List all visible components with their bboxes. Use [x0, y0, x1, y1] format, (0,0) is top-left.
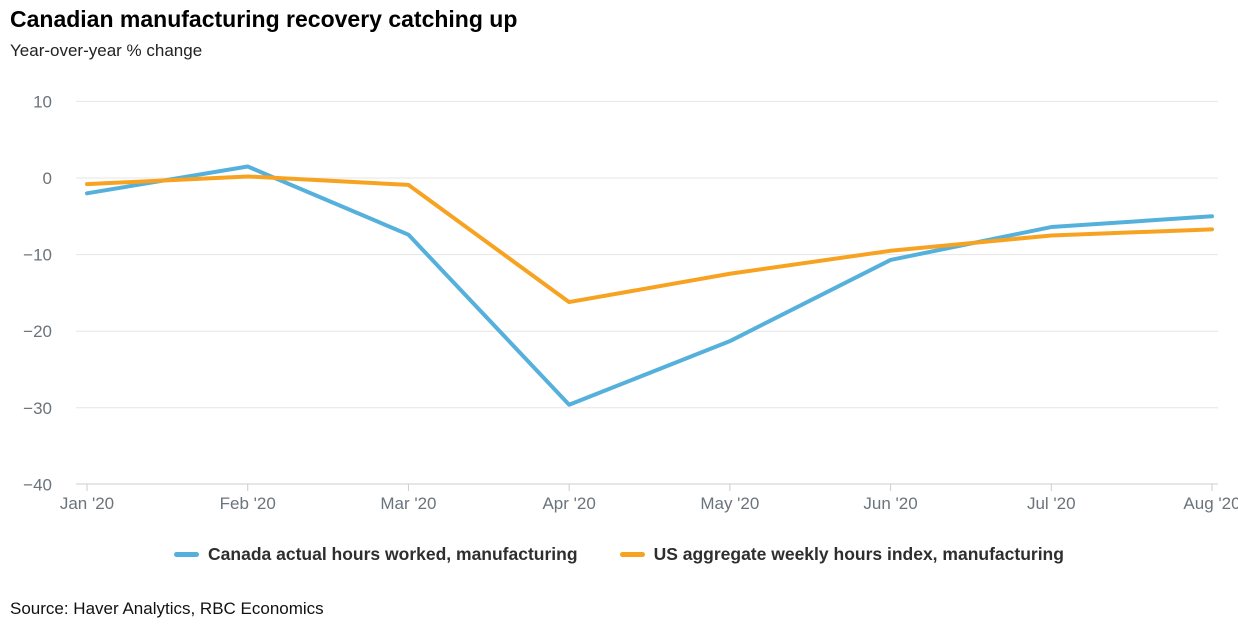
- y-axis-tick-label: −20: [23, 322, 52, 341]
- x-axis-tick-label: Mar '20: [380, 494, 436, 513]
- x-axis-tick-label: Apr '20: [542, 494, 595, 513]
- x-axis-tick-label: Jul '20: [1027, 494, 1076, 513]
- y-axis-tick-label: 10: [33, 92, 52, 111]
- chart-legend: Canada actual hours worked, manufacturin…: [0, 544, 1238, 565]
- source-text: Source: Haver Analytics, RBC Economics: [10, 599, 324, 618]
- series-line-us: [85, 174, 1214, 305]
- series-line-canada: [85, 164, 1214, 407]
- x-axis-tick-label: Jun '20: [863, 494, 917, 513]
- x-axis-tick-label: Aug '20: [1183, 494, 1238, 513]
- x-axis-tick-label: Jan '20: [60, 494, 114, 513]
- legend-label-us: US aggregate weekly hours index, manufac…: [653, 544, 1064, 564]
- y-axis-tick-label: 0: [43, 169, 52, 188]
- legend-item-canada[interactable]: Canada actual hours worked, manufacturin…: [174, 544, 578, 565]
- chart-subtitle: Year-over-year % change: [10, 41, 203, 60]
- legend-item-us[interactable]: US aggregate weekly hours index, manufac…: [619, 544, 1064, 565]
- us-line-swatch-icon: [619, 552, 645, 557]
- y-axis-tick-label: −40: [23, 475, 52, 494]
- chart-title: Canadian manufacturing recovery catching…: [10, 6, 518, 32]
- x-axis-tick-label: Feb '20: [220, 494, 276, 513]
- x-axis-tick-label: May '20: [700, 494, 759, 513]
- canada-line-swatch-icon: [174, 552, 200, 557]
- line-chart: 10 0 −10 −20 −30 −40 Jan '20 Feb '20 Mar '20 Apr …: [23, 92, 1238, 513]
- y-axis-tick-label: −10: [23, 246, 52, 265]
- legend-label-canada: Canada actual hours worked, manufacturin…: [208, 544, 578, 564]
- y-axis-tick-label: −30: [23, 399, 52, 418]
